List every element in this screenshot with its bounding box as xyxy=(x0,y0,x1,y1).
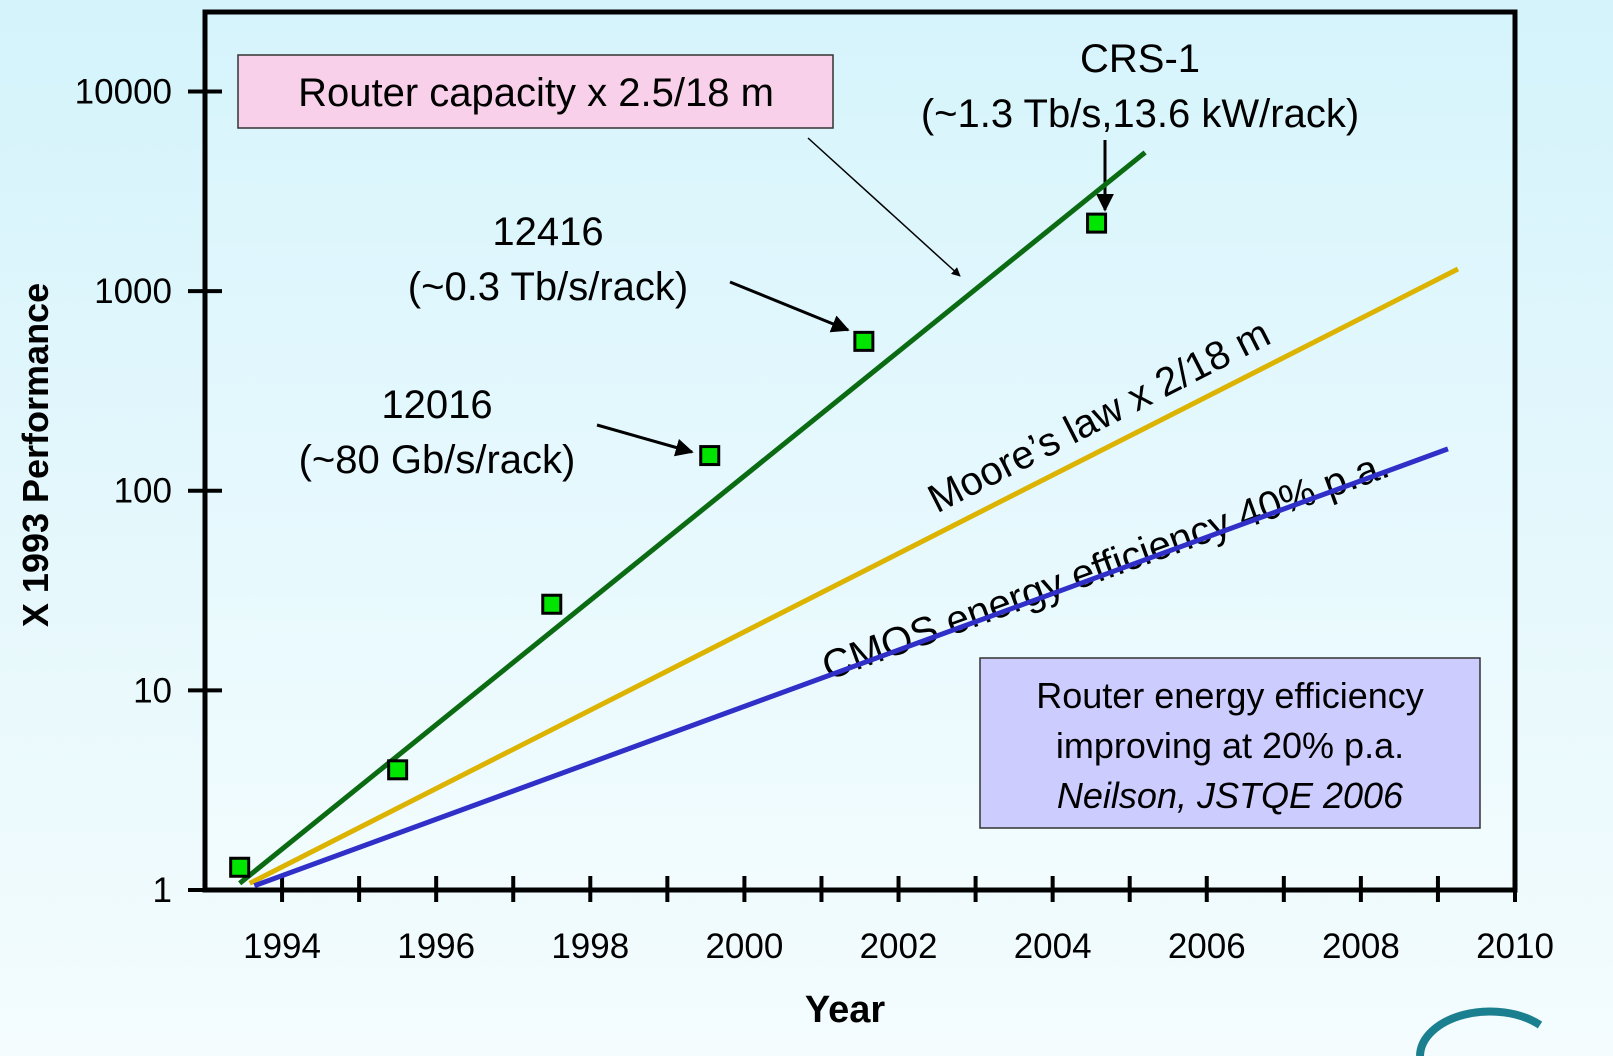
annotation: (~0.3 Tb/s/rack) xyxy=(408,265,688,309)
x-axis-title: Year xyxy=(805,989,886,1031)
arrow xyxy=(729,280,850,333)
data-point xyxy=(541,593,563,615)
arrow xyxy=(596,423,694,457)
data-point xyxy=(1086,212,1108,234)
data-point xyxy=(229,856,251,878)
x-tick-label: 2008 xyxy=(1322,927,1400,966)
y-tick-label: 1 xyxy=(153,871,172,910)
annotation: improving at 20% p.a. xyxy=(1056,725,1404,766)
x-tick-label: 2006 xyxy=(1168,927,1246,966)
data-point xyxy=(853,330,875,352)
arrow xyxy=(807,137,961,277)
x-tick-label: 2002 xyxy=(860,927,938,966)
series-label: Router capacity x 2.5/18 m xyxy=(298,71,774,115)
annotation: (~80 Gb/s/rack) xyxy=(299,438,576,482)
annotation: (~1.3 Tb/s,13.6 kW/rack) xyxy=(921,92,1359,136)
x-tick-label: 2004 xyxy=(1014,927,1092,966)
y-tick-label: 10 xyxy=(133,671,172,710)
data-point xyxy=(699,445,721,467)
annotation: Router energy efficiency xyxy=(1036,675,1424,716)
capacity-box xyxy=(237,54,834,129)
annotation: 12416 xyxy=(492,210,603,254)
y-tick-label: 10000 xyxy=(75,72,172,111)
y-tick-label: 1000 xyxy=(94,272,172,311)
y-axis-title: X 1993 Performance xyxy=(15,283,56,627)
annotation: CRS-1 xyxy=(1080,37,1200,81)
x-tick-label: 1998 xyxy=(551,927,629,966)
data-point xyxy=(387,759,409,781)
logo xyxy=(1416,1007,1543,1056)
series-line xyxy=(248,266,1460,886)
y-tick-label: 100 xyxy=(114,472,172,511)
annotation: 12016 xyxy=(381,383,492,427)
x-tick-label: 2010 xyxy=(1476,927,1554,966)
efficiency-box xyxy=(979,657,1481,829)
annotation: Neilson, JSTQE 2006 xyxy=(1057,775,1404,816)
x-tick-label: 1994 xyxy=(243,927,321,966)
series-line xyxy=(253,446,1449,889)
x-tick-label: 1996 xyxy=(397,927,475,966)
x-tick-label: 2000 xyxy=(705,927,783,966)
